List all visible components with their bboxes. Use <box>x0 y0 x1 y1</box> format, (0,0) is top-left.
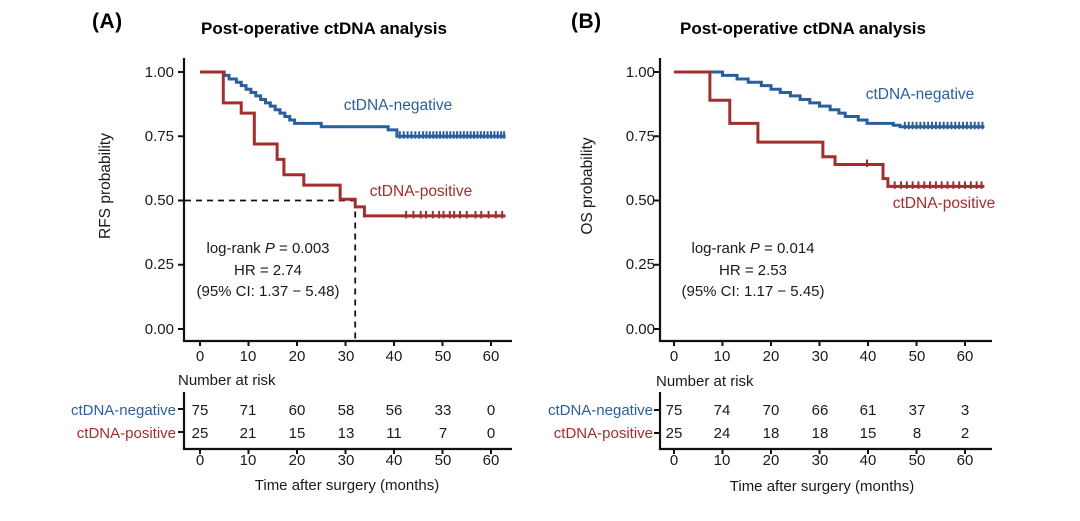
y-tick-label: 0.50 <box>144 192 174 209</box>
hr-text: HR = 2.53 <box>719 262 787 279</box>
x-tick-label: 30 <box>337 348 355 365</box>
ci-text: (95% CI: 1.17 − 5.45) <box>681 283 825 300</box>
panel-a-y-axis-title: RFS probability <box>97 133 114 239</box>
risk-count: 70 <box>762 402 780 419</box>
y-tick-label: 0.25 <box>625 256 655 273</box>
risk-count: 75 <box>191 402 209 419</box>
curve-label-ctdna-negative: ctDNA-negative <box>343 97 453 114</box>
y-tick-label: 0.00 <box>625 321 655 338</box>
risk-count: 7 <box>438 425 448 442</box>
risk-count: 66 <box>811 402 829 419</box>
hr-text: HR = 2.74 <box>234 262 302 279</box>
risk-count: 18 <box>811 425 829 442</box>
panel-b-y-axis-title: OS probability <box>579 137 596 235</box>
risk-time-tick: 0 <box>195 452 205 469</box>
x-tick-label: 10 <box>713 348 731 365</box>
km-curve-ctDNA-negative <box>200 70 506 138</box>
p-symbol: P <box>749 240 760 257</box>
y-tick-label: 0.00 <box>144 321 174 338</box>
risk-count: 15 <box>288 425 306 442</box>
risk-row-label-positive: ctDNA-positive <box>76 425 176 442</box>
x-axis-title: Time after surgery (months) <box>254 477 440 494</box>
x-tick-label: 60 <box>956 348 974 365</box>
panel-b-title: Post-operative ctDNA analysis <box>680 19 926 38</box>
risk-count: 37 <box>908 402 926 419</box>
risk-table-header: Number at risk <box>178 372 276 389</box>
risk-count: 61 <box>859 402 877 419</box>
risk-time-tick: 60 <box>956 452 974 469</box>
x-tick-label: 30 <box>811 348 829 365</box>
logrank-text: log-rank P = 0.014 <box>691 240 815 257</box>
curve-label-ctdna-positive: ctDNA-positive <box>369 183 473 200</box>
risk-time-tick: 60 <box>482 452 500 469</box>
risk-count: 18 <box>762 425 780 442</box>
risk-time-tick: 50 <box>908 452 926 469</box>
panel-a-label: (A) <box>92 10 123 33</box>
y-tick-label: 1.00 <box>144 64 174 81</box>
x-tick-label: 40 <box>859 348 877 365</box>
km-curve-ctDNA-negative <box>674 70 985 129</box>
risk-count: 25 <box>665 425 683 442</box>
x-tick-label: 0 <box>669 348 679 365</box>
curve-label-ctdna-positive: ctDNA-positive <box>892 195 996 212</box>
risk-count: 21 <box>239 425 257 442</box>
risk-count: 60 <box>288 402 306 419</box>
km-curve-ctDNA-positive <box>200 70 506 218</box>
risk-row-label-negative: ctDNA-negative <box>547 402 653 419</box>
risk-time-tick: 20 <box>762 452 780 469</box>
risk-time-tick: 30 <box>811 452 829 469</box>
x-tick-label: 40 <box>385 348 403 365</box>
risk-count: 3 <box>960 402 970 419</box>
curve-label-ctdna-negative: ctDNA-negative <box>865 86 975 103</box>
risk-row-label-positive: ctDNA-positive <box>553 425 653 442</box>
risk-time-tick: 20 <box>288 452 306 469</box>
risk-count: 8 <box>912 425 922 442</box>
ci-text: (95% CI: 1.37 − 5.48) <box>196 283 340 300</box>
risk-time-tick: 30 <box>337 452 355 469</box>
x-axis-title: Time after surgery (months) <box>729 478 915 495</box>
panel-a-title: Post-operative ctDNA analysis <box>201 19 447 38</box>
p-symbol: P <box>264 240 275 257</box>
km-curve-ctDNA-positive <box>674 70 985 188</box>
x-tick-label: 50 <box>434 348 452 365</box>
risk-count: 33 <box>434 402 452 419</box>
x-tick-label: 20 <box>288 348 306 365</box>
risk-count: 71 <box>239 402 257 419</box>
risk-count: 15 <box>859 425 877 442</box>
risk-time-tick: 10 <box>713 452 731 469</box>
y-tick-label: 0.25 <box>144 256 174 273</box>
logrank-text: log-rank P = 0.003 <box>206 240 330 257</box>
risk-time-tick: 50 <box>434 452 452 469</box>
risk-time-tick: 10 <box>239 452 257 469</box>
risk-count: 2 <box>960 425 970 442</box>
risk-count: 0 <box>486 425 496 442</box>
risk-count: 11 <box>386 425 402 442</box>
risk-count: 56 <box>385 402 403 419</box>
risk-count: 24 <box>713 425 731 442</box>
risk-table-header: Number at risk <box>656 373 754 390</box>
risk-count: 13 <box>337 425 355 442</box>
risk-count: 75 <box>665 402 683 419</box>
risk-time-tick: 40 <box>859 452 877 469</box>
risk-count: 25 <box>191 425 209 442</box>
risk-count: 58 <box>337 402 355 419</box>
risk-count: 74 <box>713 402 731 419</box>
risk-row-label-negative: ctDNA-negative <box>70 402 176 419</box>
y-tick-label: 0.75 <box>625 128 655 145</box>
x-tick-label: 50 <box>908 348 926 365</box>
risk-time-tick: 40 <box>385 452 403 469</box>
y-tick-label: 1.00 <box>625 64 655 81</box>
x-tick-label: 10 <box>239 348 257 365</box>
risk-time-tick: 0 <box>669 452 679 469</box>
panel-b-label: (B) <box>571 10 602 33</box>
x-tick-label: 20 <box>762 348 780 365</box>
x-tick-label: 60 <box>482 348 500 365</box>
risk-count: 0 <box>486 402 496 419</box>
x-tick-label: 0 <box>195 348 205 365</box>
y-tick-label: 0.50 <box>625 192 655 209</box>
y-tick-label: 0.75 <box>144 128 174 145</box>
